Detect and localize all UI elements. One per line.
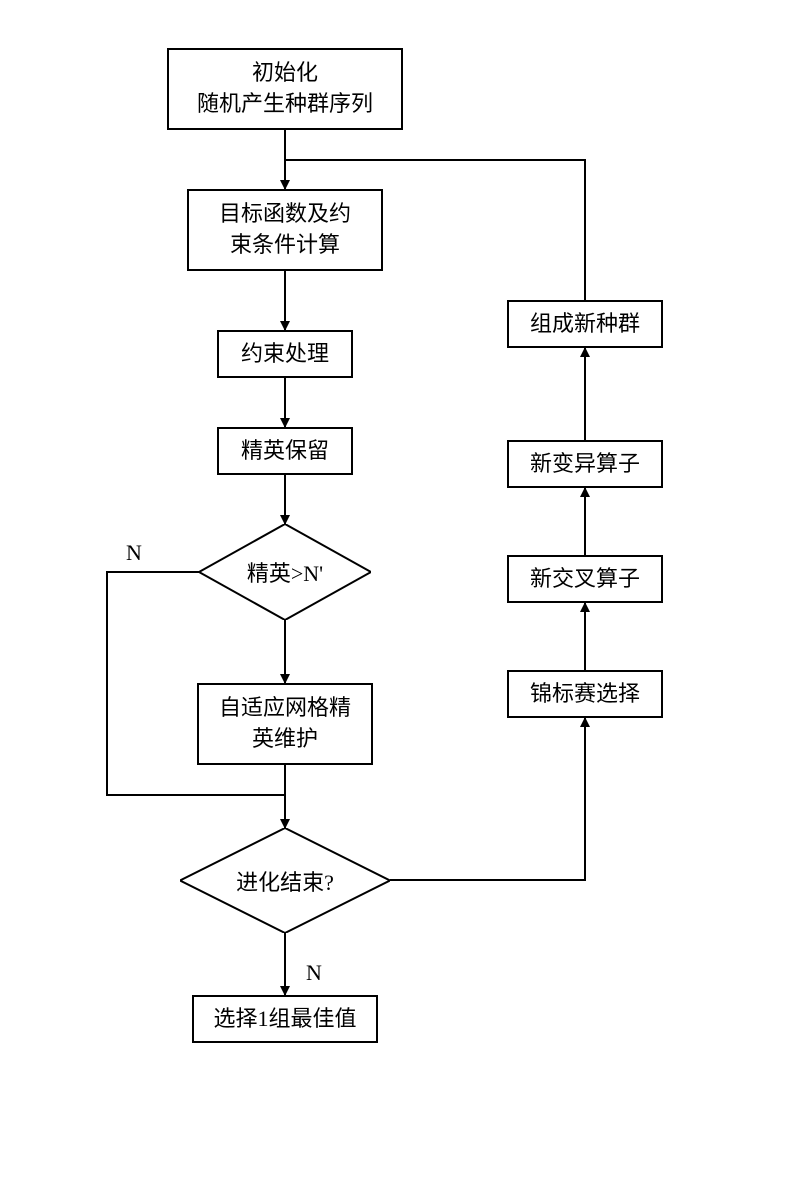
node-constraint: 约束处理 — [217, 330, 353, 378]
node-newpop: 组成新种群 — [507, 300, 663, 348]
node-tournament: 锦标赛选择 — [507, 670, 663, 718]
node-label: 目标函数及约束条件计算 — [219, 199, 351, 261]
node-elite: 精英保留 — [217, 427, 353, 475]
label-Y-best: N — [306, 960, 322, 986]
node-crossover: 新交叉算子 — [507, 555, 663, 603]
node-label: 组成新种群 — [530, 309, 640, 340]
node-label: 新交叉算子 — [530, 564, 640, 595]
label-N-elite: N — [126, 540, 142, 566]
node-label: 精英>N' — [247, 556, 323, 588]
node-label: 约束处理 — [241, 339, 329, 370]
node-label: 初始化随机产生种群序列 — [197, 58, 373, 120]
node-best: 选择1组最佳值 — [192, 995, 378, 1043]
node-label: 精英保留 — [241, 436, 329, 467]
node-label: 进化结束? — [236, 865, 334, 897]
node-objective: 目标函数及约束条件计算 — [187, 189, 383, 271]
node-label: 新变异算子 — [530, 449, 640, 480]
decision-evolution: 进化结束? — [180, 828, 390, 933]
node-label: 自适应网格精英维护 — [219, 693, 351, 755]
edges-layer — [0, 0, 800, 1191]
node-label: 锦标赛选择 — [530, 679, 640, 710]
node-adaptive: 自适应网格精英维护 — [197, 683, 373, 765]
node-init: 初始化随机产生种群序列 — [167, 48, 403, 130]
node-label: 选择1组最佳值 — [213, 1004, 356, 1035]
node-mutation: 新变异算子 — [507, 440, 663, 488]
decision-elite: 精英>N' — [199, 524, 371, 620]
